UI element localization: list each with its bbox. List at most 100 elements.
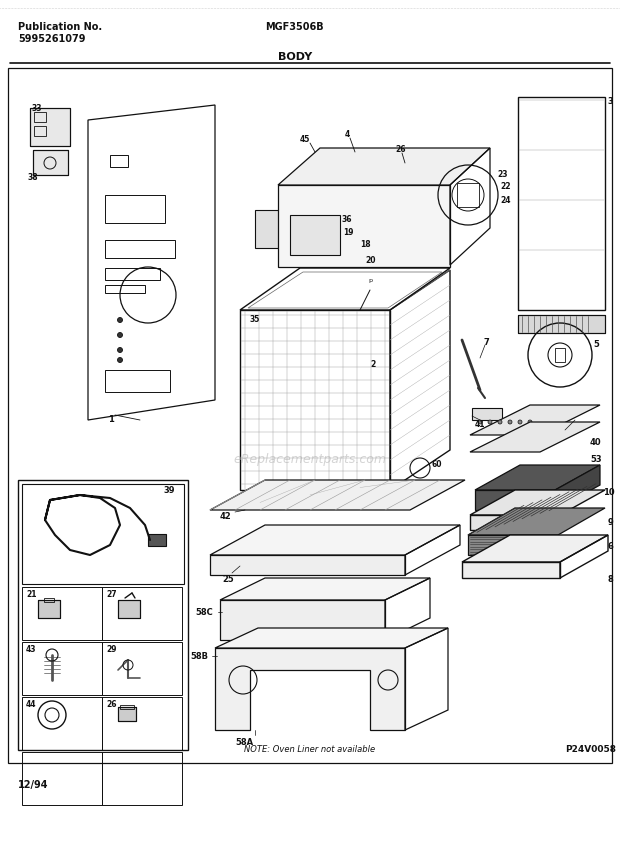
Bar <box>118 707 136 721</box>
Circle shape <box>518 420 522 424</box>
Polygon shape <box>462 562 560 578</box>
Text: Publication No.: Publication No. <box>18 22 102 32</box>
Bar <box>120 705 134 709</box>
Bar <box>22 587 102 640</box>
Bar <box>44 598 54 602</box>
Bar <box>105 195 165 223</box>
Text: 26: 26 <box>106 700 117 709</box>
Bar <box>30 108 70 146</box>
Text: 43: 43 <box>26 645 37 654</box>
Polygon shape <box>220 578 430 600</box>
Polygon shape <box>470 405 600 435</box>
Circle shape <box>528 420 532 424</box>
Bar <box>33 150 68 175</box>
Bar <box>8 68 612 763</box>
Text: 20: 20 <box>365 256 376 265</box>
Text: 7: 7 <box>484 338 490 347</box>
Text: 29: 29 <box>106 645 117 654</box>
Bar <box>457 183 479 207</box>
Bar <box>148 534 166 546</box>
Bar <box>105 370 170 392</box>
Polygon shape <box>470 515 560 530</box>
Polygon shape <box>220 600 385 640</box>
Bar <box>255 210 283 248</box>
Polygon shape <box>475 465 600 490</box>
Text: 35: 35 <box>250 315 260 324</box>
Text: MGF3506B: MGF3506B <box>265 22 324 32</box>
Bar <box>105 240 175 258</box>
Bar <box>555 348 565 362</box>
Polygon shape <box>468 508 605 535</box>
Text: BODY: BODY <box>278 52 312 62</box>
Text: 21: 21 <box>26 590 37 599</box>
Text: 36: 36 <box>342 215 353 224</box>
Polygon shape <box>462 535 608 562</box>
Bar <box>105 285 145 293</box>
Bar <box>118 707 136 721</box>
Bar <box>102 642 182 695</box>
Polygon shape <box>475 490 555 510</box>
Polygon shape <box>470 490 605 515</box>
Bar <box>33 150 68 175</box>
Text: 18: 18 <box>360 240 371 249</box>
Text: 23: 23 <box>497 170 508 179</box>
Circle shape <box>118 317 123 322</box>
Bar <box>22 752 102 805</box>
Text: 58A: 58A <box>235 738 253 747</box>
Text: p: p <box>368 278 372 283</box>
Text: 44: 44 <box>26 700 37 709</box>
Bar <box>18 480 188 750</box>
Text: 8: 8 <box>608 575 614 584</box>
Polygon shape <box>215 648 405 730</box>
Text: 33: 33 <box>32 104 43 113</box>
Bar <box>102 697 182 750</box>
Text: 41: 41 <box>475 420 485 429</box>
Polygon shape <box>278 148 490 185</box>
Text: 5: 5 <box>593 340 599 349</box>
Text: 53: 53 <box>590 455 601 464</box>
Bar <box>118 600 140 618</box>
Text: 12/94: 12/94 <box>18 780 48 790</box>
Circle shape <box>498 420 502 424</box>
Bar <box>22 484 184 584</box>
Text: 9: 9 <box>608 518 614 527</box>
Bar <box>38 600 60 618</box>
Text: P24V0058: P24V0058 <box>565 745 616 754</box>
Polygon shape <box>468 535 558 555</box>
Text: 58C: 58C <box>195 608 213 617</box>
Polygon shape <box>470 422 600 452</box>
Circle shape <box>118 348 123 353</box>
Bar <box>110 155 128 167</box>
Text: 5995261079: 5995261079 <box>18 34 86 44</box>
Text: 40: 40 <box>590 438 601 447</box>
Text: 1: 1 <box>108 415 114 424</box>
Text: NOTE: Oven Liner not available: NOTE: Oven Liner not available <box>244 745 376 754</box>
Bar <box>518 315 605 333</box>
Text: 2: 2 <box>370 360 375 369</box>
Text: 42: 42 <box>220 512 232 521</box>
Text: 26: 26 <box>395 145 405 154</box>
Bar <box>34 112 46 122</box>
Circle shape <box>488 420 492 424</box>
Text: 3: 3 <box>607 97 613 106</box>
Bar <box>102 587 182 640</box>
Text: 38: 38 <box>28 173 38 182</box>
Text: 27: 27 <box>106 590 117 599</box>
Bar <box>22 642 102 695</box>
Polygon shape <box>210 555 405 575</box>
Polygon shape <box>210 480 465 510</box>
Circle shape <box>508 420 512 424</box>
Text: 22: 22 <box>500 182 510 191</box>
Bar <box>118 600 140 618</box>
Bar <box>102 752 182 805</box>
Bar <box>22 697 102 750</box>
Text: 19: 19 <box>343 228 353 237</box>
Text: 24: 24 <box>500 196 510 205</box>
Bar <box>38 600 60 618</box>
Bar <box>30 108 70 146</box>
Text: 39: 39 <box>163 486 174 495</box>
Polygon shape <box>210 525 460 555</box>
Bar <box>34 126 46 136</box>
Text: eReplacementparts.com: eReplacementparts.com <box>234 453 386 466</box>
Text: 60: 60 <box>432 460 443 469</box>
